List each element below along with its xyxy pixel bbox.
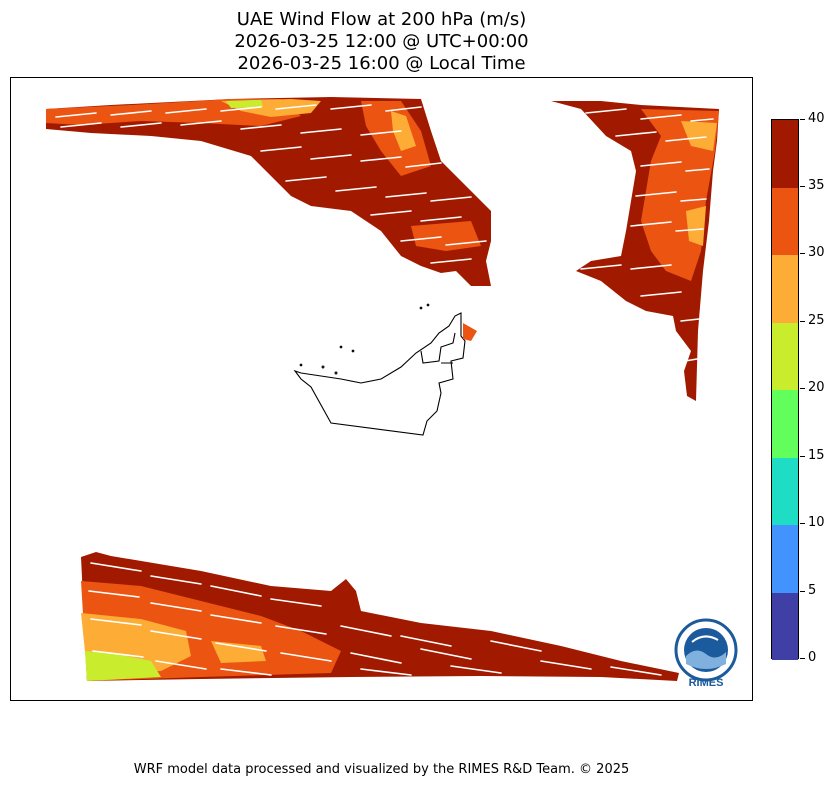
colorbar-tick-5 (800, 591, 805, 592)
colorbar-segment-25-30 (772, 255, 798, 323)
wind-arrow-row-12 (92, 650, 662, 676)
wind-region-central-patch (411, 221, 481, 251)
rimes-logo-text: RIMES (689, 677, 724, 688)
wind-arrow-row-2 (60, 120, 402, 136)
colorbar-segment-20-25 (772, 322, 798, 390)
colorbar-label-30: 30 (808, 245, 825, 260)
colorbar-label-10: 10 (808, 515, 825, 530)
colorbar-segment-15-20 (772, 390, 798, 458)
colorbar-label-35: 35 (808, 178, 825, 193)
wind-region-northeast-light (681, 121, 717, 151)
wind-arrow-row-10 (88, 590, 452, 647)
uae-inner-border (420, 332, 456, 364)
wind-region-south-green (85, 651, 161, 681)
rimes-logo: RIMES (674, 618, 738, 688)
title-line-3: 2026-03-25 16:00 @ Local Time (237, 53, 526, 74)
colorbar-tick-30 (800, 253, 805, 254)
title-line-2: 2026-03-25 12:00 @ UTC+00:00 (234, 31, 529, 52)
colorbar-tick-20 (800, 388, 805, 389)
island-5 (321, 365, 325, 369)
colorbar-label-15: 15 (808, 448, 825, 463)
island-6 (299, 363, 303, 367)
colorbar-segment-35-40 (772, 120, 798, 188)
wind-arrows (55, 104, 714, 676)
wind-region-south-light-2 (211, 641, 266, 663)
island-2 (419, 306, 423, 310)
island-1 (426, 303, 430, 307)
colorbar-tick-15 (800, 456, 805, 457)
colorbar-label-40: 40 (808, 111, 825, 126)
island-7 (334, 371, 338, 375)
wind-patch-musandam (463, 323, 477, 341)
uae-outline (293, 303, 466, 436)
wind-arrow-row-5 (370, 210, 487, 264)
colorbar-tick-0 (800, 658, 805, 659)
wind-region-northwest (46, 97, 491, 286)
wind-field-map (46, 97, 719, 681)
uae-boundary (293, 312, 466, 436)
wind-arrow-row-3 (260, 146, 442, 168)
colorbar-segment-5-10 (772, 525, 798, 593)
colorbar-label-5: 5 (808, 583, 817, 598)
colorbar-segment-10-15 (772, 457, 798, 525)
wind-region-northeast-light-2 (686, 206, 706, 246)
colorbar-label-20: 20 (808, 380, 825, 395)
colorbar-segment-0-5 (772, 592, 798, 660)
wind-field-north (46, 97, 719, 401)
title-line-1: UAE Wind Flow at 200 hPa (m/s) (236, 9, 527, 30)
colorbar-label-0: 0 (808, 650, 817, 665)
wind-region-northwest-green (226, 100, 263, 108)
wind-speed-colorbar (771, 119, 799, 660)
wind-region-central-light (391, 111, 416, 151)
wind-arrow-row-8 (580, 264, 700, 362)
colorbar-segment-30-35 (772, 187, 798, 255)
wind-arrow-row-11 (90, 618, 542, 664)
map-panel (10, 77, 753, 701)
colorbar-tick-40 (800, 119, 805, 120)
island-3 (339, 345, 343, 349)
footer-credit: WRF model data processed and visualized … (133, 762, 630, 777)
colorbar-tick-25 (800, 321, 805, 322)
wind-arrow-row-9 (90, 562, 322, 607)
island-4 (351, 349, 355, 353)
wind-arrow-row-7 (630, 161, 710, 232)
wind-arrow-row-4 (285, 176, 472, 202)
wind-field-south (81, 552, 679, 681)
colorbar-tick-35 (800, 186, 805, 187)
colorbar-tick-10 (800, 523, 805, 524)
wind-arrow-row-6 (585, 108, 714, 142)
colorbar-label-25: 25 (808, 313, 825, 328)
wind-arrow-row-1 (55, 104, 422, 118)
